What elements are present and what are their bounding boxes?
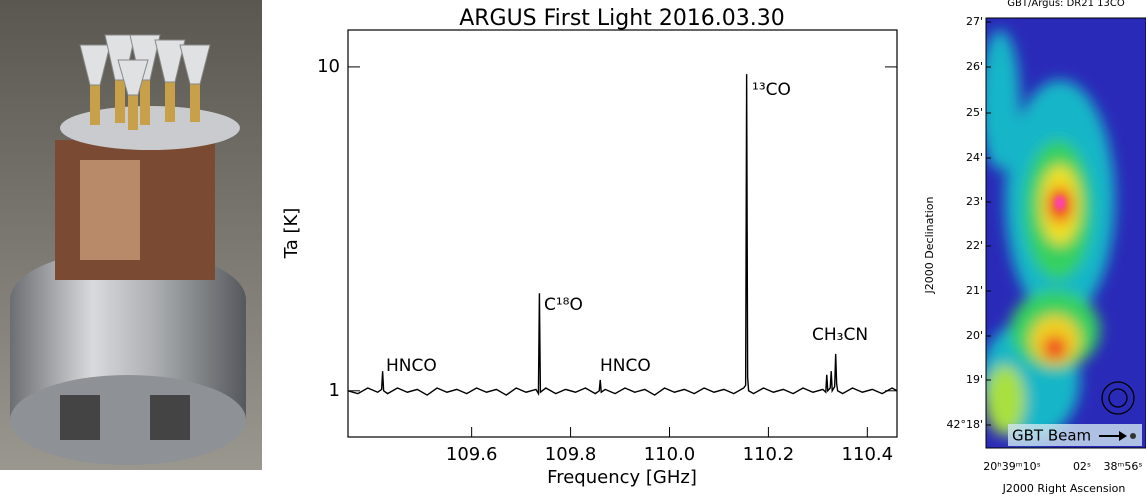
map-y-tick-label: 22' [966,239,983,252]
map-y-tick-label: 20' [966,329,983,342]
x-tick-label: 110.0 [644,444,696,465]
x-tick-label: 110.2 [743,444,795,465]
map-title: GBT/Argus: DR21 13CO [1007,0,1125,9]
photo [0,0,262,470]
map-x-tick-label: 20ʰ39ᵐ10ˢ [983,460,1040,473]
spectrum-line [348,74,897,395]
map-y-tick-label: 21' [966,284,983,297]
y-axis-label: Ta [K] [281,208,302,260]
x-tick-label: 109.6 [446,444,498,465]
beam-label: GBT Beam [1012,427,1091,445]
annotation: C¹⁸O [544,295,583,315]
annotation: CH₃CN [812,325,868,345]
map-y-tick-label: 23' [966,195,983,208]
map-y-tick-label: 25' [966,106,983,119]
map-y-tick-label: 19' [966,373,983,386]
map-x-tick-label: 38ᵐ56ˢ [1104,460,1143,473]
y-tick-label: 10 [317,56,340,77]
map-y-tick-label: 24' [966,151,983,164]
x-axis-label: Frequency [GHz] [547,467,697,488]
chart-title: ARGUS First Light 2016.03.30 [459,6,785,31]
map-x-label: J2000 Right Ascension [1002,482,1126,495]
annotation: HNCO [600,356,651,376]
annotation: ¹³CO [752,80,791,100]
figure: ARGUS First Light 2016.03.30 Frequency [… [0,0,1146,497]
map-x-tick-label: 02ˢ [1073,460,1091,473]
spectrum-chart: ARGUS First Light 2016.03.30 Frequency [… [281,6,897,488]
x-tick-label: 109.8 [545,444,597,465]
y-tick-label: 1 [329,380,340,401]
annotation: HNCO [386,356,437,376]
map-y-label: J2000 Declination [923,197,936,295]
map-y-tick-label: 26' [966,60,983,73]
map-y-tick-label: 27' [966,15,983,28]
map-y-tick-label: 42°18' [946,418,983,431]
heatmap-image [980,18,1146,448]
x-tick-label: 110.4 [842,444,894,465]
